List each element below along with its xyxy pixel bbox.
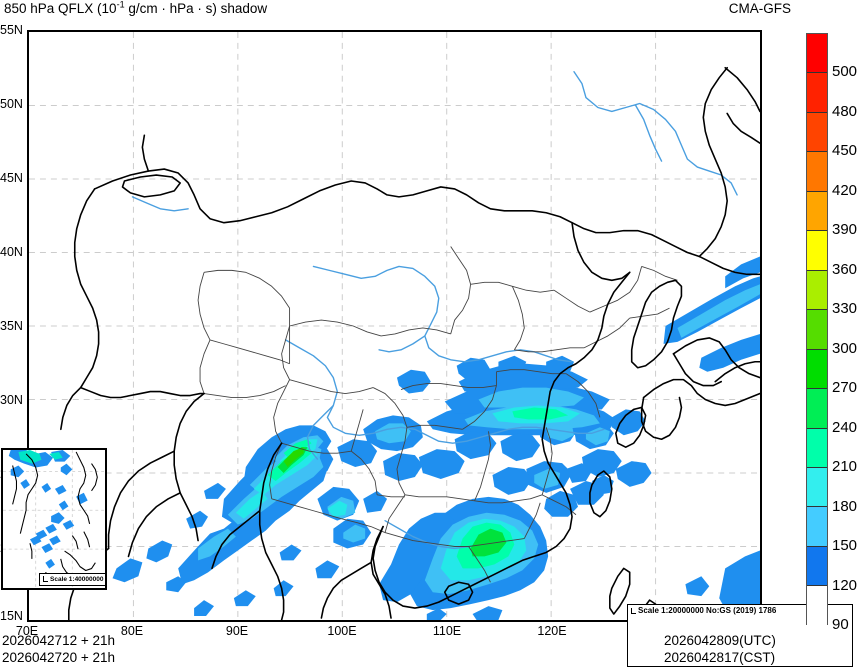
colorbar-tick-390: 390	[832, 221, 858, 239]
colorbar-tick-210: 210	[832, 458, 858, 476]
colorbar-band-240	[807, 389, 827, 429]
title-main: 850 hPa QFLX (10	[4, 1, 117, 16]
inset-qflx-shading	[8, 450, 88, 569]
colorbar-tick-180: 180	[832, 497, 858, 515]
colorbar-band-330	[807, 270, 827, 311]
colorbar-tick-300: 300	[832, 339, 858, 357]
colorbar-tick-90: 90	[832, 616, 849, 633]
title-rest: g/cm · hPa · s) shadow	[124, 1, 268, 16]
colorbar-tick-150: 150	[832, 537, 858, 555]
y-tick-50N: 50N	[0, 97, 23, 111]
colorbar-band-450	[807, 112, 827, 153]
inset-map-svg	[3, 450, 105, 588]
inset-scale-text: Scale 1:40000000	[50, 576, 104, 583]
footer-init-time-2: 2026042720 + 21h	[2, 650, 115, 665]
colorbar-tick-480: 480	[832, 102, 858, 120]
y-tick-30N: 30N	[0, 393, 23, 407]
scale-tick-icon	[43, 576, 48, 582]
inset-scale-label: Scale 1:40000000	[39, 573, 105, 586]
page-title: 850 hPa QFLX (10-1 g/cm · hPa · s) shado…	[4, 0, 268, 16]
colorbar-band-180	[807, 467, 827, 508]
colorbar-tick-500: 500	[832, 63, 858, 81]
title-exponent: -1	[116, 0, 125, 10]
colorbar-tick-450: 450	[832, 142, 858, 160]
colorbar-band-500	[807, 34, 827, 74]
colorbar-band-480	[807, 73, 827, 113]
qflx-shading-270	[283, 447, 304, 468]
map-scale-text: Scale 1:20000000 No:GS (2019) 1786	[638, 606, 777, 615]
model-label: CMA-GFS	[728, 1, 791, 16]
colorbar-tick-240: 240	[832, 418, 858, 436]
colorbar-tick-420: 420	[832, 181, 858, 199]
y-tick-45N: 45N	[0, 171, 23, 185]
footer-valid-time-cst: 2026042817(CST)	[664, 650, 776, 665]
colorbar-tick-360: 360	[832, 260, 858, 278]
map-clip	[29, 32, 760, 620]
colorbar-band-90	[807, 586, 827, 626]
colorbar	[806, 33, 828, 626]
x-tick-90E: 90E	[225, 624, 249, 638]
map-plot-area	[27, 30, 762, 622]
map-gridlines	[29, 32, 760, 620]
colorbar-band-210	[807, 428, 827, 468]
map-svg	[29, 32, 760, 620]
x-tick-120E: 120E	[537, 624, 567, 638]
colorbar-band-390	[807, 191, 827, 232]
south-china-sea-inset-map: Scale 1:40000000	[1, 448, 107, 590]
colorbar-band-150	[807, 507, 827, 547]
footer-valid-time-utc: 2026042809(UTC)	[664, 633, 776, 648]
y-tick-15N: 15N	[0, 609, 23, 623]
colorbar-tick-270: 270	[832, 379, 858, 397]
inset-qflx-shading-high	[18, 450, 63, 464]
footer-init-time-1: 2026042712 + 21h	[2, 633, 115, 648]
colorbar-band-120	[807, 546, 827, 587]
x-tick-110E: 110E	[432, 624, 462, 638]
x-tick-70E: 70E	[15, 624, 39, 638]
scale-tick-icon-main	[631, 608, 636, 614]
colorbar-band-420	[807, 152, 827, 192]
y-tick-35N: 35N	[0, 319, 23, 333]
colorbar-band-300	[807, 310, 827, 350]
x-tick-100E: 100E	[327, 624, 357, 638]
colorbar-band-360	[807, 231, 827, 271]
y-tick-55N: 55N	[0, 23, 23, 37]
y-tick-40N: 40N	[0, 245, 23, 259]
x-tick-80E: 80E	[120, 624, 144, 638]
colorbar-tick-120: 120	[832, 576, 858, 594]
colorbar-band-270	[807, 349, 827, 390]
colorbar-tick-330: 330	[832, 300, 858, 318]
map-province-boundaries	[197, 246, 678, 583]
